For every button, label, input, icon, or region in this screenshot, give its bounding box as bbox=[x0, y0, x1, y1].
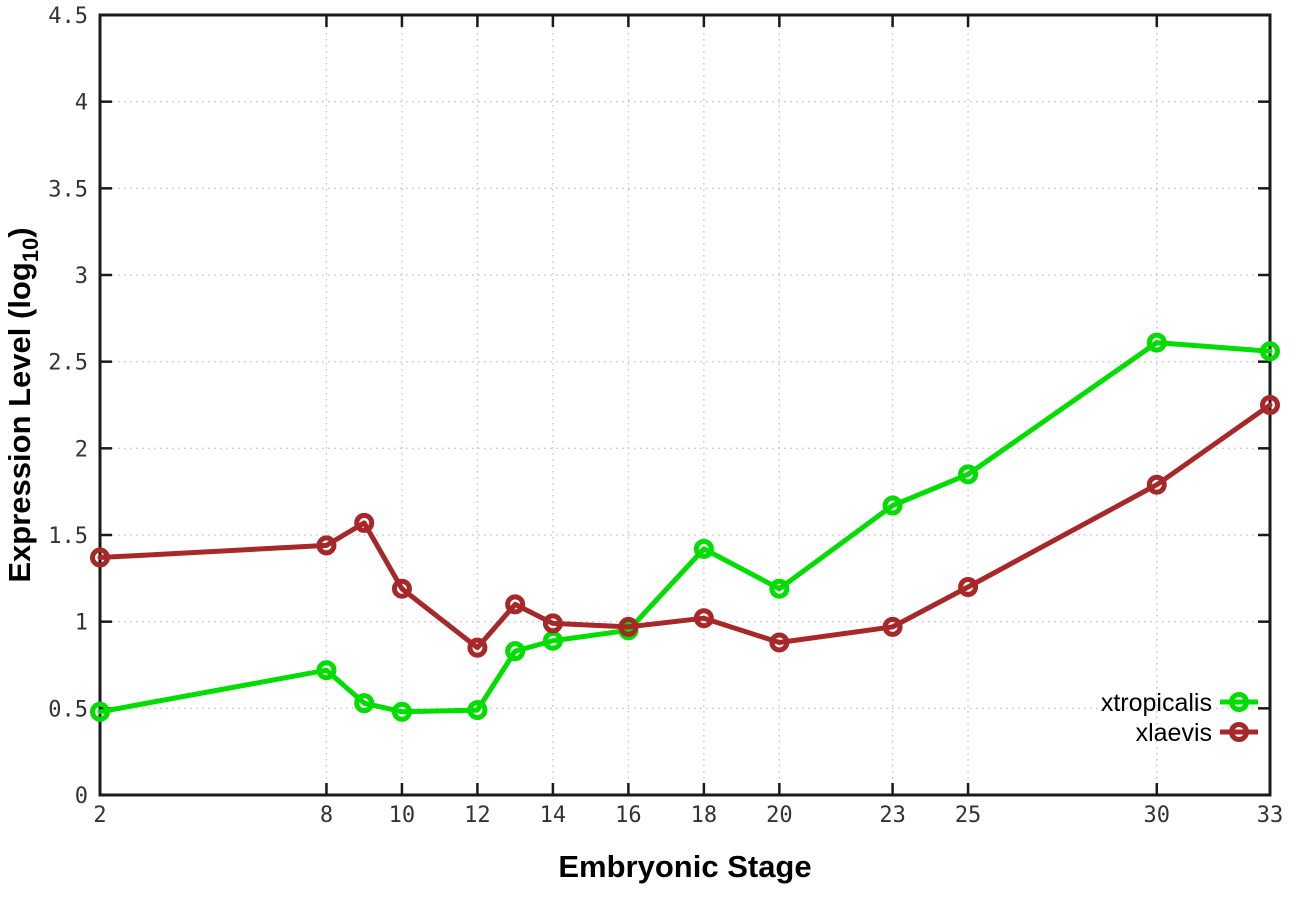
data-point-xtropicalis-25 bbox=[958, 464, 979, 485]
data-point-xtropicalis-9 bbox=[354, 693, 375, 714]
data-point-xlaevis-18 bbox=[693, 608, 714, 629]
x-tick-label-20: 20 bbox=[766, 803, 793, 828]
x-tick-label-10: 10 bbox=[389, 803, 416, 828]
data-point-xlaevis-23 bbox=[882, 616, 903, 637]
data-point-xlaevis-30 bbox=[1146, 474, 1167, 495]
x-tick-label-16: 16 bbox=[615, 803, 642, 828]
legend-label-xtropicalis: xtropicalis bbox=[1101, 689, 1212, 717]
legend-label-xlaevis: xlaevis bbox=[1136, 719, 1212, 747]
data-point-xlaevis-16 bbox=[618, 616, 639, 637]
data-point-xlaevis-14 bbox=[542, 613, 563, 634]
x-tick-label-14: 14 bbox=[540, 803, 567, 828]
data-point-xtropicalis-30 bbox=[1146, 332, 1167, 353]
x-tick-label-25: 25 bbox=[955, 803, 982, 828]
data-point-xlaevis-25 bbox=[958, 577, 979, 597]
data-point-xlaevis-8 bbox=[316, 535, 337, 556]
data-point-xlaevis-33 bbox=[1260, 395, 1280, 415]
legend-entry-xtropicalis: xtropicalis bbox=[1101, 689, 1258, 717]
series-layer bbox=[90, 332, 1280, 722]
data-point-xlaevis-12 bbox=[467, 637, 488, 658]
data-point-xlaevis-9 bbox=[354, 512, 375, 533]
y-tick-label-2.5: 2.5 bbox=[48, 351, 88, 376]
legend-entry-xlaevis: xlaevis bbox=[1136, 719, 1258, 747]
legend-marker-xtropicalis bbox=[1229, 692, 1249, 712]
series-line-xlaevis bbox=[97, 402, 1273, 651]
grid-layer bbox=[100, 15, 1270, 795]
series-line-xtropicalis bbox=[97, 340, 1273, 715]
data-point-xlaevis-10 bbox=[391, 578, 412, 599]
data-point-xtropicalis-13 bbox=[505, 641, 526, 662]
y-tick-label-4: 4 bbox=[75, 91, 88, 116]
data-point-xtropicalis-2 bbox=[90, 701, 110, 722]
x-tick-label-2: 2 bbox=[93, 803, 106, 828]
data-point-xtropicalis-23 bbox=[882, 495, 903, 516]
x-tick-label-33: 33 bbox=[1257, 803, 1284, 828]
y-axis-title: Expression Level (log10) bbox=[2, 227, 43, 582]
x-tick-label-12: 12 bbox=[464, 803, 491, 828]
y-tick-label-1: 1 bbox=[75, 611, 88, 636]
data-point-xlaevis-13 bbox=[505, 594, 526, 615]
data-point-xlaevis-20 bbox=[769, 632, 790, 653]
y-tick-label-3: 3 bbox=[75, 264, 88, 289]
legend-marker-xlaevis bbox=[1229, 722, 1249, 742]
x-axis-title: Embryonic Stage bbox=[558, 849, 811, 884]
x-tick-label-18: 18 bbox=[691, 803, 718, 828]
y-tick-label-0.5: 0.5 bbox=[48, 697, 88, 722]
tick-labels-layer: 2 8 10 12 14 16 18 20 23 25 30 33 0 0.5 1 1.5 2 2.5 3 3.5 4 4… bbox=[48, 4, 1283, 828]
data-point-xtropicalis-10 bbox=[391, 701, 412, 722]
y-tick-label-2: 2 bbox=[75, 437, 88, 462]
y-tick-label-3.5: 3.5 bbox=[48, 177, 88, 202]
y-tick-label-0: 0 bbox=[75, 784, 88, 809]
x-tick-label-23: 23 bbox=[879, 803, 906, 828]
x-tick-label-8: 8 bbox=[320, 803, 333, 828]
y-tick-label-4.5: 4.5 bbox=[48, 4, 88, 29]
data-point-xtropicalis-12 bbox=[467, 700, 488, 721]
x-tick-label-30: 30 bbox=[1144, 803, 1171, 828]
data-point-xtropicalis-18 bbox=[693, 538, 714, 559]
y-tick-label-1.5: 1.5 bbox=[48, 524, 88, 549]
data-point-xtropicalis-8 bbox=[316, 660, 337, 681]
data-point-xlaevis-2 bbox=[90, 547, 110, 568]
data-point-xtropicalis-20 bbox=[769, 578, 790, 599]
data-point-xtropicalis-33 bbox=[1260, 341, 1280, 362]
